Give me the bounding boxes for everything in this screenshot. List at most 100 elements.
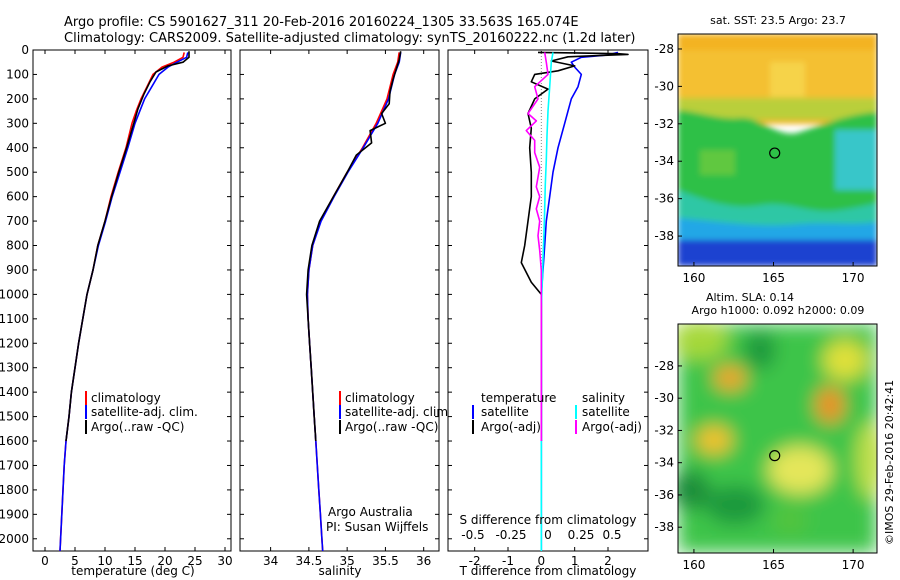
annotation-pi: PI: Susan Wijffels <box>326 520 428 534</box>
y-tick-label: 400 <box>6 141 29 155</box>
s-tick-label: -0.5 <box>461 528 484 542</box>
x-tick-label: 36 <box>416 554 431 568</box>
temperature-panel: 0 5 10 15 20 25 30 0 100 200 300 400 500 600 700 800 90… <box>0 43 233 578</box>
t-difference-label: T difference from climatology <box>459 564 637 578</box>
sst-map-panel: sat. SST: 23.5 Argo: 23.7 160 165 170 -28 -3… <box>654 14 878 285</box>
map-x-tick-label: 165 <box>762 271 785 285</box>
map-y-tick-label: -32 <box>654 117 674 131</box>
s-tick-label: -0.25 <box>495 528 526 542</box>
y-tick-label: 1300 <box>0 361 29 375</box>
y-tick-label: 1200 <box>0 336 29 350</box>
y-tick-label: 900 <box>6 263 29 277</box>
map-x-tick-label: 170 <box>842 271 865 285</box>
x-tick-label: 2 <box>604 554 612 568</box>
y-tick-label: 500 <box>6 165 29 179</box>
legend-label-t-argo: Argo(-adj) <box>481 420 541 434</box>
legend-title-temperature: temperature <box>481 391 556 405</box>
legend-label-climatology: climatology <box>91 391 161 405</box>
salinity-panel: 34 34.5 35 35.5 36 salinity climatology sate… <box>239 49 452 578</box>
legend-label-argo: Argo(..raw -QC) <box>91 420 184 434</box>
difference-axes <box>447 49 649 552</box>
s-difference-label: S difference from climatology <box>460 513 637 527</box>
sst-map-title: sat. SST: 23.5 Argo: 23.7 <box>710 14 846 27</box>
temperature-lines <box>59 51 190 551</box>
x-tick-label: 35 <box>340 554 355 568</box>
map-y-tick-label: -30 <box>654 79 674 93</box>
salinity-x-ticks: 34 34.5 35 35.5 36 <box>263 50 431 568</box>
legend-title-salinity: salinity <box>582 391 625 405</box>
y-tick-label: 700 <box>6 214 29 228</box>
legend-label-s-satellite: satellite <box>582 405 630 419</box>
s-tick-label: 0 <box>544 528 552 542</box>
y-tick-label: 100 <box>6 67 29 81</box>
x-tick-label: 5 <box>71 554 79 568</box>
y-tick-label: 1500 <box>0 410 29 424</box>
sla-map-panel: Altim. SLA: 0.14 Argo h1000: 0.092 h2000… <box>654 291 878 572</box>
map-x-tick-label: 165 <box>762 558 785 572</box>
s-tick-label: 0.25 <box>568 528 595 542</box>
map-y-tick-label: -36 <box>654 192 674 206</box>
difference-legend-temperature: temperature satellite Argo(-adj) <box>472 391 556 434</box>
legend-label-argo: Argo(..raw -QC) <box>345 420 438 434</box>
y-tick-label: 300 <box>6 116 29 130</box>
map-x-tick-label: 160 <box>682 558 705 572</box>
sla-argo-marker <box>769 450 781 462</box>
temperature-x-ticks: 0 5 10 15 20 25 30 <box>41 50 233 568</box>
series-line <box>525 52 549 441</box>
map-y-tick-label: -28 <box>654 359 674 373</box>
annotation-institution: Argo Australia <box>328 505 413 519</box>
salinity-legend: climatology satellite-adj. clim. Argo(..… <box>339 391 452 434</box>
legend-label-climatology: climatology <box>345 391 415 405</box>
map-y-tick-label: -38 <box>654 229 674 243</box>
salinity-lines <box>305 51 402 551</box>
sla-map-ticks: 160 165 170 -28 -30 -32 -34 -36 -38 <box>654 359 864 572</box>
legend-label-satellite: satellite-adj. clim. <box>345 405 452 419</box>
difference-legend-salinity: salinity satellite Argo(-adj) <box>575 391 642 434</box>
salinity-y-ticks <box>240 49 439 540</box>
depth-y-ticks: 0 100 200 300 400 500 600 700 800 900 1000 1100 1200… <box>0 43 231 546</box>
y-tick-label: 1700 <box>0 458 29 472</box>
x-tick-label: 15 <box>127 554 142 568</box>
sla-map-axes <box>677 323 878 554</box>
series-line <box>540 52 554 551</box>
y-tick-label: 600 <box>6 190 29 204</box>
legend-label-satellite: satellite-adj. clim. <box>91 405 198 419</box>
x-tick-label: 20 <box>157 554 172 568</box>
x-tick-label: 35.5 <box>372 554 399 568</box>
temperature-x-label: temperature (deg C) <box>71 564 194 578</box>
y-tick-label: 200 <box>6 92 29 106</box>
x-tick-label: -2 <box>469 554 481 568</box>
series-line <box>305 51 402 442</box>
x-tick-label: 10 <box>97 554 112 568</box>
salinity-axes <box>239 49 440 552</box>
x-tick-label: 25 <box>187 554 202 568</box>
series-line <box>520 51 629 441</box>
x-tick-label: -1 <box>502 554 514 568</box>
map-y-tick-label: -32 <box>654 423 674 437</box>
y-tick-label: 2000 <box>0 532 29 546</box>
y-tick-label: 1400 <box>0 385 29 399</box>
s-difference-ticks: -0.5 -0.25 0 0.25 0.5 <box>461 528 621 542</box>
map-y-tick-label: -36 <box>654 488 674 502</box>
y-tick-label: 1000 <box>0 287 29 301</box>
y-tick-label: 1800 <box>0 483 29 497</box>
sst-map-ticks: 160 165 170 -28 -30 -32 -34 -36 -38 <box>654 42 864 285</box>
map-y-tick-label: -28 <box>654 42 674 56</box>
x-tick-label: 1 <box>571 554 579 568</box>
header-line-2: Climatology: CARS2009. Satellite-adjuste… <box>64 31 636 46</box>
x-tick-label: 30 <box>217 554 232 568</box>
legend-label-t-satellite: satellite <box>481 405 529 419</box>
sla-map-title-1: Altim. SLA: 0.14 <box>706 291 794 304</box>
map-y-tick-label: -34 <box>654 456 674 470</box>
sst-map-field <box>678 34 877 266</box>
map-x-tick-label: 170 <box>842 558 865 572</box>
y-tick-label: 1100 <box>0 312 29 326</box>
legend-label-s-argo: Argo(-adj) <box>582 420 642 434</box>
map-y-tick-label: -38 <box>654 520 674 534</box>
y-tick-label: 1900 <box>0 507 29 521</box>
difference-y-ticks <box>448 49 648 540</box>
map-x-tick-label: 160 <box>682 271 705 285</box>
s-tick-label: 0.5 <box>602 528 621 542</box>
y-tick-label: 800 <box>6 239 29 253</box>
